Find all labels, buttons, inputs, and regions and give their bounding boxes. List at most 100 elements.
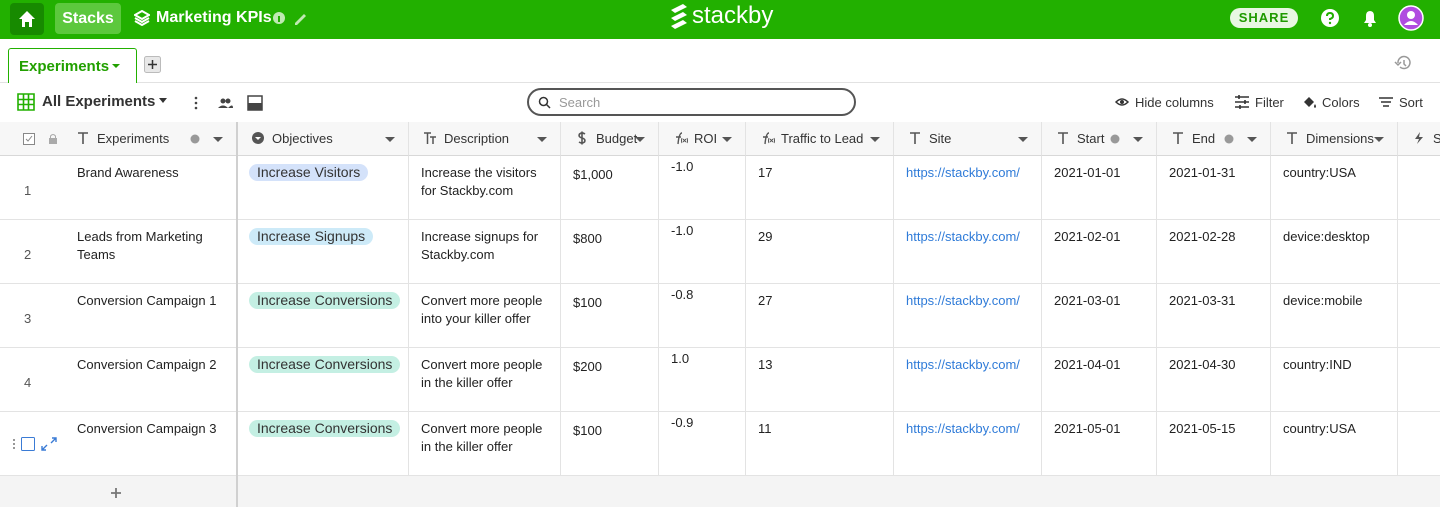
toolbar-action[interactable]: Filter <box>1234 94 1284 110</box>
column-menu[interactable] <box>190 122 224 155</box>
cell[interactable]: Increase the visitors for Stackby.com <box>409 156 561 220</box>
cell[interactable]: country:USA <box>1271 412 1398 476</box>
cell[interactable]: 2021-05-01 <box>1042 412 1157 476</box>
cell[interactable]: 11 <box>746 412 894 476</box>
cell[interactable]: 2021-02-01 <box>1042 220 1157 284</box>
notifications-icon[interactable] <box>1360 8 1380 28</box>
toolbar-action[interactable]: Hide columns <box>1114 94 1214 110</box>
cell[interactable]: -1.0 <box>659 156 746 220</box>
row-select[interactable]: 4 <box>0 348 62 412</box>
toolbar-action[interactable]: Colors <box>1301 94 1360 110</box>
column-menu[interactable] <box>634 122 646 155</box>
column-menu[interactable] <box>721 122 733 155</box>
active-tab[interactable]: Experiments <box>8 48 137 83</box>
column-header[interactable]: ROI <box>659 122 746 156</box>
cell[interactable]: -1.0 <box>659 220 746 284</box>
column-menu[interactable] <box>869 122 881 155</box>
search-box[interactable]: Search <box>527 88 856 116</box>
cell[interactable]: 17 <box>746 156 894 220</box>
row-select[interactable]: 3 <box>0 284 62 348</box>
column-header[interactable]: Site <box>894 122 1042 156</box>
row-select[interactable] <box>0 412 62 476</box>
cell[interactable]: -0.9 <box>659 412 746 476</box>
home-button[interactable] <box>10 3 44 35</box>
column-name: Experiments <box>97 131 170 146</box>
cell <box>1398 220 1440 284</box>
cell[interactable]: $800 <box>561 220 659 284</box>
cell[interactable]: 2021-04-30 <box>1157 348 1271 412</box>
cell[interactable]: https://stackby.com/ <box>894 284 1042 348</box>
share-button[interactable]: SHARE <box>1230 8 1298 28</box>
add-row[interactable] <box>0 476 236 507</box>
cell[interactable]: Convert more people into your killer off… <box>409 284 561 348</box>
view-tools[interactable] <box>190 95 266 111</box>
cell[interactable]: Leads from Marketing Teams <box>62 220 237 284</box>
help-icon[interactable] <box>1320 8 1340 28</box>
column-menu[interactable] <box>1110 122 1144 155</box>
column-menu[interactable] <box>384 122 396 155</box>
column-header[interactable]: Objectives <box>237 122 409 156</box>
cell <box>1398 348 1440 412</box>
cell[interactable]: Increase Conversions <box>237 412 409 476</box>
view-selector[interactable]: All Experiments <box>42 93 171 110</box>
cell[interactable]: https://stackby.com/ <box>894 220 1042 284</box>
add-tab[interactable] <box>144 56 161 73</box>
column-menu[interactable] <box>1017 122 1029 155</box>
column-menu[interactable] <box>1224 122 1258 155</box>
cell[interactable]: device:desktop <box>1271 220 1398 284</box>
column-header[interactable]: Traffic to Lead <box>746 122 894 156</box>
stacks-button[interactable]: Stacks <box>55 3 121 34</box>
cell[interactable]: Convert more people in the killer offer <box>409 412 561 476</box>
cell-text: 27 <box>758 293 773 308</box>
cell[interactable]: 2021-01-01 <box>1042 156 1157 220</box>
column-menu[interactable] <box>536 122 548 155</box>
cell[interactable]: Convert more people in the killer offer <box>409 348 561 412</box>
cell[interactable]: 13 <box>746 348 894 412</box>
cell[interactable]: Increase Conversions <box>237 284 409 348</box>
cell[interactable]: Conversion Campaign 1 <box>62 284 237 348</box>
cell[interactable]: 2021-03-31 <box>1157 284 1271 348</box>
row-select[interactable]: 2 <box>0 220 62 284</box>
cell[interactable]: $1,000 <box>561 156 659 220</box>
column-header[interactable]: Budget <box>561 122 659 156</box>
cell[interactable]: Increase signups for Stackby.com <box>409 220 561 284</box>
cell[interactable]: Conversion Campaign 2 <box>62 348 237 412</box>
cell[interactable]: country:USA <box>1271 156 1398 220</box>
cell[interactable]: Conversion Campaign 3 <box>62 412 237 476</box>
column-header[interactable]: Start <box>1042 122 1157 156</box>
column-header[interactable]: Experiments <box>62 122 237 156</box>
column-header[interactable]: End <box>1157 122 1271 156</box>
toolbar-action[interactable]: Sort <box>1378 94 1423 110</box>
cell[interactable]: device:mobile <box>1271 284 1398 348</box>
cell[interactable]: 2021-02-28 <box>1157 220 1271 284</box>
cell[interactable]: 27 <box>746 284 894 348</box>
cell[interactable]: $200 <box>561 348 659 412</box>
cell[interactable]: 2021-03-01 <box>1042 284 1157 348</box>
icon <box>1058 132 1068 144</box>
cell[interactable]: -0.8 <box>659 284 746 348</box>
cell[interactable]: https://stackby.com/ <box>894 156 1042 220</box>
cell[interactable]: 2021-01-31 <box>1157 156 1271 220</box>
column-header[interactable]: Se <box>1398 122 1440 156</box>
icon <box>424 132 436 144</box>
cell[interactable]: 1.0 <box>659 348 746 412</box>
cell[interactable]: $100 <box>561 412 659 476</box>
cell[interactable]: https://stackby.com/ <box>894 412 1042 476</box>
column-header[interactable]: Dimensions <box>1271 122 1398 156</box>
cell[interactable]: Increase Signups <box>237 220 409 284</box>
cell[interactable]: country:IND <box>1271 348 1398 412</box>
cell[interactable]: 29 <box>746 220 894 284</box>
cell[interactable]: https://stackby.com/ <box>894 348 1042 412</box>
column-header[interactable]: Description <box>409 122 561 156</box>
cell[interactable]: Brand Awareness <box>62 156 237 220</box>
avatar[interactable] <box>1398 5 1424 31</box>
cell[interactable]: 2021-05-15 <box>1157 412 1271 476</box>
cell[interactable]: 2021-04-01 <box>1042 348 1157 412</box>
stack-name[interactable]: Marketing KPIs <box>156 9 272 26</box>
cell[interactable]: Increase Conversions <box>237 348 409 412</box>
cell[interactable]: Increase Visitors <box>237 156 409 220</box>
row-select[interactable]: 1 <box>0 156 62 220</box>
history-icon[interactable] <box>1394 54 1412 72</box>
column-menu[interactable] <box>1373 122 1385 155</box>
cell[interactable]: $100 <box>561 284 659 348</box>
